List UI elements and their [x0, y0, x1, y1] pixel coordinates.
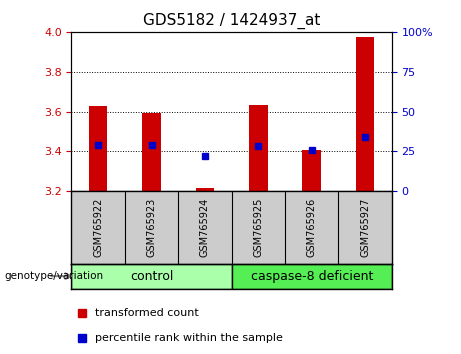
- Text: GSM765922: GSM765922: [93, 198, 103, 257]
- Bar: [302, 150, 321, 191]
- Bar: [71, 264, 231, 289]
- Text: control: control: [130, 270, 173, 282]
- Bar: [89, 105, 107, 191]
- Text: GSM765927: GSM765927: [360, 198, 370, 257]
- Bar: [142, 113, 161, 191]
- Text: GSM765923: GSM765923: [147, 198, 157, 257]
- Text: percentile rank within the sample: percentile rank within the sample: [95, 333, 283, 343]
- Text: genotype/variation: genotype/variation: [5, 271, 104, 281]
- Text: GSM765926: GSM765926: [307, 198, 317, 257]
- Bar: [231, 264, 392, 289]
- Text: transformed count: transformed count: [95, 308, 199, 318]
- Bar: [195, 188, 214, 191]
- Text: GSM765924: GSM765924: [200, 198, 210, 257]
- Bar: [249, 104, 268, 191]
- Bar: [356, 37, 374, 191]
- Text: GSM765925: GSM765925: [254, 198, 263, 257]
- Text: caspase-8 deficient: caspase-8 deficient: [251, 270, 373, 282]
- Title: GDS5182 / 1424937_at: GDS5182 / 1424937_at: [143, 13, 320, 29]
